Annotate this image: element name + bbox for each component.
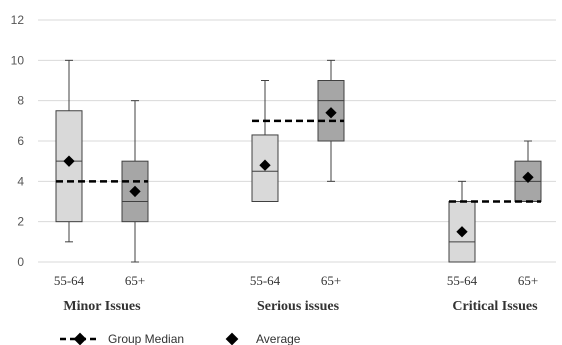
y-tick-label: 4 — [17, 174, 24, 188]
average-marker — [522, 171, 534, 183]
category-label: 55-64 — [250, 273, 281, 288]
category-label: 55-64 — [447, 273, 478, 288]
average-marker — [129, 185, 141, 198]
y-tick-label: 0 — [17, 255, 24, 269]
category-labels: 55-64 65+ 55-64 65+ 55-64 65+ — [54, 273, 538, 288]
group-label: Minor Issues — [63, 299, 141, 314]
legend-average-label: Average — [256, 332, 301, 345]
legend-average-marker — [225, 332, 239, 345]
group-label: Serious issues — [257, 299, 340, 314]
box-series — [55, 59, 542, 263]
group-label: Critical Issues — [452, 299, 538, 314]
group-labels: Minor Issues Serious issues Critical Issue… — [63, 299, 538, 314]
legend-group-median-label: Group Median — [108, 332, 184, 345]
y-tick-label: 6 — [17, 134, 24, 148]
category-label: 65+ — [125, 273, 145, 288]
y-tick-label: 12 — [11, 13, 25, 27]
category-label: 55-64 — [54, 273, 85, 288]
y-axis-ticks: 0 2 4 6 8 10 12 — [11, 13, 25, 269]
y-tick-label: 2 — [17, 215, 24, 229]
y-tick-label: 10 — [11, 53, 25, 67]
category-label: 65+ — [321, 273, 341, 288]
legend: Group Median Average — [60, 332, 301, 345]
legend-group-median-marker — [73, 332, 87, 345]
category-label: 65+ — [518, 273, 538, 288]
box-iqr — [251, 134, 279, 202]
average-marker — [259, 159, 271, 171]
average-marker — [456, 226, 468, 238]
y-tick-label: 8 — [17, 94, 24, 108]
grid-lines — [38, 19, 556, 263]
